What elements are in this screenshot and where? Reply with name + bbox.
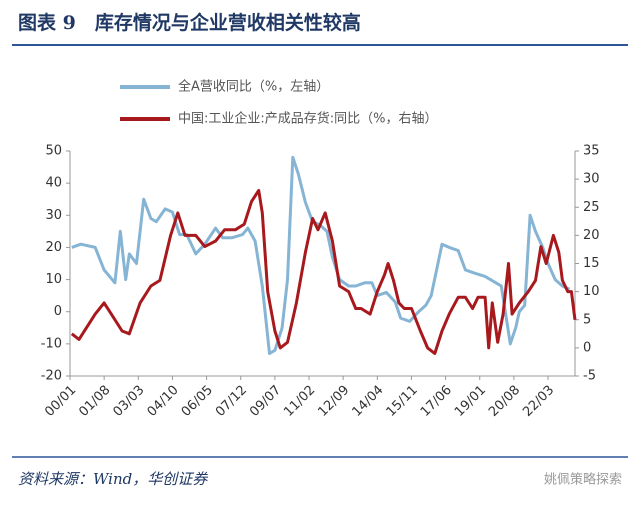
y2-tick-label: -5: [583, 369, 596, 384]
y2-tick-label: 15: [583, 256, 600, 271]
x-tick-label: 20/08: [486, 383, 523, 420]
series-line: [70, 188, 577, 355]
y-tick-label: 0: [54, 304, 62, 319]
x-tick-label: 07/12: [213, 383, 250, 420]
y-tick-label: -10: [41, 336, 62, 351]
x-tick-label: 01/08: [76, 383, 113, 420]
x-tick-label: 14/04: [350, 383, 387, 420]
x-tick-label: 12/09: [315, 383, 352, 420]
legend-label: 全A营收同比（%，左轴）: [178, 79, 329, 95]
y2-tick-label: 25: [583, 200, 600, 215]
y2-tick-label: 35: [583, 144, 600, 159]
x-tick-label: 09/07: [247, 383, 284, 420]
series-line: [71, 155, 571, 355]
x-tick-label: 00/01: [42, 383, 79, 420]
y2-tick-label: 5: [583, 312, 591, 327]
x-tick-label: 06/05: [179, 383, 216, 420]
x-tick-label: 19/01: [452, 383, 489, 420]
y2-tick-label: 20: [583, 228, 600, 243]
y2-tick-label: 10: [583, 284, 600, 299]
y-tick-label: 10: [45, 272, 62, 287]
y-tick-label: 30: [45, 208, 62, 223]
watermark: 姚佩策略探索: [544, 472, 622, 488]
y-tick-label: 20: [45, 240, 62, 255]
x-tick-label: 15/11: [384, 383, 421, 420]
x-tick-label: 04/10: [145, 383, 182, 420]
y2-tick-label: 30: [583, 172, 600, 187]
source: 资料来源：Wind，华创证券: [18, 470, 208, 488]
y2-tick-label: 0: [583, 340, 591, 355]
x-tick-label: 17/06: [418, 383, 455, 420]
legend-label: 中国:工业企业:产成品存货:同比（%，右轴）: [178, 111, 438, 127]
x-tick-label: 11/02: [281, 383, 318, 420]
y-tick-label: -20: [41, 369, 62, 384]
x-tick-label: 03/03: [110, 383, 147, 420]
chart-title: 图表 9 库存情况与企业营收相关性较高: [18, 11, 361, 34]
y-tick-label: 50: [45, 144, 62, 159]
y-tick-label: 40: [45, 176, 62, 191]
x-tick-label: 22/03: [520, 383, 557, 420]
